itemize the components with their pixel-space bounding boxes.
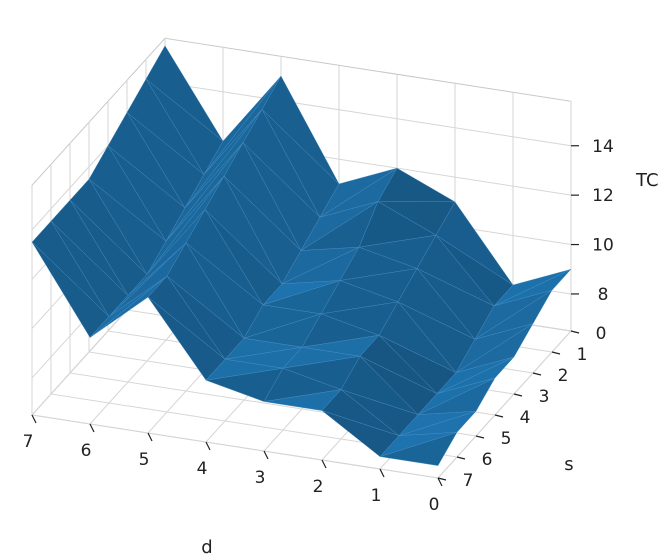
y-tick-label: 0 xyxy=(596,324,607,344)
surface-plot xyxy=(31,45,572,466)
y-tick-label: 1 xyxy=(577,345,588,365)
z-tick-label: 8 xyxy=(598,285,609,305)
x-tick-label: 4 xyxy=(197,459,208,479)
y-tick-label: 2 xyxy=(558,366,569,386)
x-tick-mark xyxy=(31,414,37,424)
y-axis-label: s xyxy=(564,454,573,475)
z-tick-label: 10 xyxy=(592,236,614,256)
x-tick-label: 2 xyxy=(313,477,324,497)
y-tick-label: 7 xyxy=(463,471,474,491)
y-tick-label: 4 xyxy=(520,408,531,428)
y-tick-mark xyxy=(494,414,504,418)
y-tick-mark xyxy=(456,456,466,460)
surface-facet xyxy=(379,431,458,466)
y-tick-mark xyxy=(513,393,523,397)
y-tick-label: 5 xyxy=(501,429,512,449)
x-axis-label: d xyxy=(201,537,212,558)
z-tick-label: 14 xyxy=(592,137,614,157)
x-tick-label: 1 xyxy=(371,486,382,506)
y-tick-mark xyxy=(532,372,542,376)
z-tick-label: 12 xyxy=(592,186,614,206)
y-tick-mark xyxy=(437,477,447,481)
y-tick-mark xyxy=(551,351,561,355)
x-tick-mark xyxy=(89,423,95,433)
x-tick-label: 5 xyxy=(139,450,150,470)
y-tick-mark xyxy=(570,330,580,334)
x-tick-mark xyxy=(437,477,443,487)
x-tick-label: 7 xyxy=(23,432,34,452)
x-tick-label: 6 xyxy=(81,441,92,461)
y-tick-mark xyxy=(475,435,485,439)
x-tick-mark xyxy=(321,459,327,469)
x-tick-mark xyxy=(205,441,211,451)
x-tick-mark xyxy=(379,468,385,478)
x-tick-label: 3 xyxy=(255,468,266,488)
x-tick-label: 0 xyxy=(429,495,440,515)
y-tick-label: 3 xyxy=(539,387,550,407)
y-tick-label: 6 xyxy=(482,450,493,470)
x-tick-mark xyxy=(147,432,153,442)
x-tick-mark xyxy=(263,450,269,460)
z-axis-label: TC xyxy=(635,170,659,191)
